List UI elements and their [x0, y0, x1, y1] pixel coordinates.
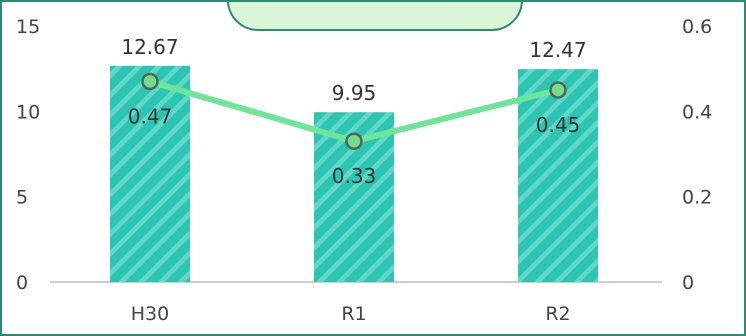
right-tick-label: 0.6 — [682, 16, 712, 38]
line-series — [141, 72, 567, 150]
right-axis-ticks: 0 0.2 0.4 0.6 — [682, 16, 712, 294]
right-tick-label: 0.2 — [682, 187, 712, 209]
bar-r2 — [518, 69, 598, 282]
left-tick-label: 0 — [16, 272, 28, 294]
left-tick-label: 5 — [16, 187, 28, 209]
line-value-label: 0.45 — [536, 113, 581, 137]
bar-h30 — [110, 65, 190, 282]
line-point-r2 — [549, 81, 567, 99]
category-label: R1 — [341, 303, 366, 325]
line-point-r1 — [345, 132, 363, 150]
line-point-h30 — [141, 72, 159, 91]
category-label: R2 — [545, 303, 570, 325]
category-label: H30 — [131, 303, 169, 325]
left-axis-ticks: 0 5 10 15 — [16, 16, 40, 294]
right-tick-label: 0.4 — [682, 101, 712, 123]
bar-data-labels: 12.67 9.95 12.47 — [121, 35, 586, 105]
legend-box — [227, 2, 523, 31]
bar-value-label: 12.47 — [529, 38, 586, 62]
line-data-labels: 0.47 0.33 0.45 — [128, 104, 581, 188]
right-tick-label: 0 — [682, 272, 694, 294]
left-tick-label: 10 — [16, 101, 40, 123]
left-tick-label: 15 — [16, 16, 40, 38]
category-labels: H30 R1 R2 — [131, 303, 571, 325]
bar-value-label: 9.95 — [332, 81, 377, 105]
bar-value-label: 12.67 — [121, 35, 178, 59]
line-value-label: 0.47 — [128, 104, 173, 128]
line-value-label: 0.33 — [332, 164, 377, 188]
